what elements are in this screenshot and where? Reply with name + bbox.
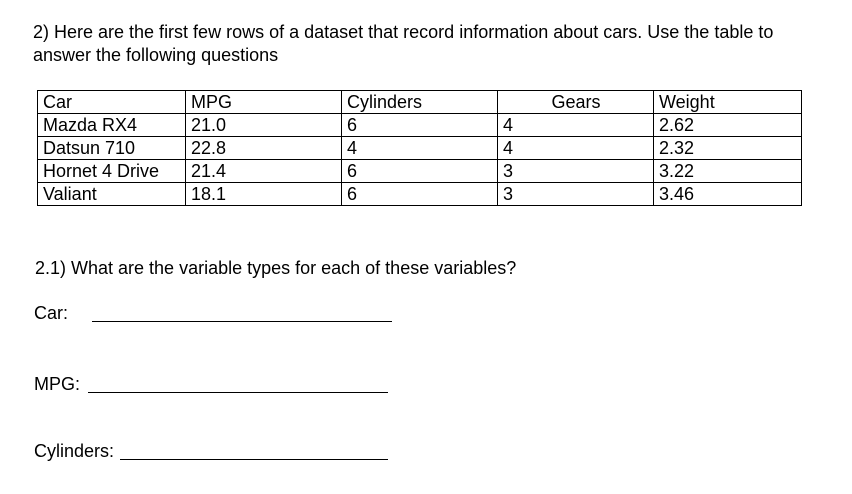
cell-gears: 3 — [497, 182, 654, 206]
question-text: 2) Here are the first few rows of a data… — [33, 22, 774, 65]
table-row: Hornet 4 Drive 21.4 6 3 3.22 — [37, 159, 802, 183]
table-row: Mazda RX4 21.0 6 4 2.62 — [37, 113, 802, 137]
answer-label-mpg: MPG: — [34, 374, 81, 394]
header-cylinders: Cylinders — [341, 90, 498, 114]
subquestion-text: 2.1) What are the variable types for eac… — [35, 258, 517, 278]
answer-label-car: Car: — [34, 303, 69, 323]
cell-gears: 3 — [497, 159, 654, 183]
answer-blank-cylinders[interactable] — [120, 458, 389, 460]
cell-car: Datsun 710 — [37, 136, 186, 160]
cell-car: Mazda RX4 — [37, 113, 186, 137]
cell-mpg: 22.8 — [185, 136, 342, 160]
cell-mpg: 21.0 — [185, 113, 342, 137]
header-car: Car — [37, 90, 186, 114]
table-row: Datsun 710 22.8 4 4 2.32 — [37, 136, 802, 160]
cell-mpg: 21.4 — [185, 159, 342, 183]
cell-weight: 2.62 — [653, 113, 802, 137]
answer-label-cylinders: Cylinders: — [34, 441, 115, 461]
answer-row-mpg: MPG: — [34, 373, 389, 395]
answer-row-cylinders: Cylinders: — [34, 440, 389, 462]
cell-cylinders: 6 — [341, 159, 498, 183]
cell-cylinders: 6 — [341, 113, 498, 137]
header-mpg: MPG — [185, 90, 342, 114]
cell-weight: 2.32 — [653, 136, 802, 160]
cell-weight: 3.22 — [653, 159, 802, 183]
cell-weight: 3.46 — [653, 182, 802, 206]
header-weight: Weight — [653, 90, 802, 114]
cell-mpg: 18.1 — [185, 182, 342, 206]
cell-cylinders: 6 — [341, 182, 498, 206]
cell-gears: 4 — [497, 113, 654, 137]
cell-car: Valiant — [37, 182, 186, 206]
table-header-row: Car MPG Cylinders Gears Weight — [37, 90, 802, 114]
cell-car: Hornet 4 Drive — [37, 159, 186, 183]
cell-gears: 4 — [497, 136, 654, 160]
answer-blank-car[interactable] — [92, 320, 393, 322]
cell-cylinders: 4 — [341, 136, 498, 160]
header-gears: Gears — [497, 90, 654, 114]
answer-row-car: Car: — [34, 302, 393, 324]
cars-table: Car MPG Cylinders Gears Weight Mazda RX4… — [37, 90, 802, 206]
table-row: Valiant 18.1 6 3 3.46 — [37, 182, 802, 206]
answer-blank-mpg[interactable] — [88, 391, 389, 393]
